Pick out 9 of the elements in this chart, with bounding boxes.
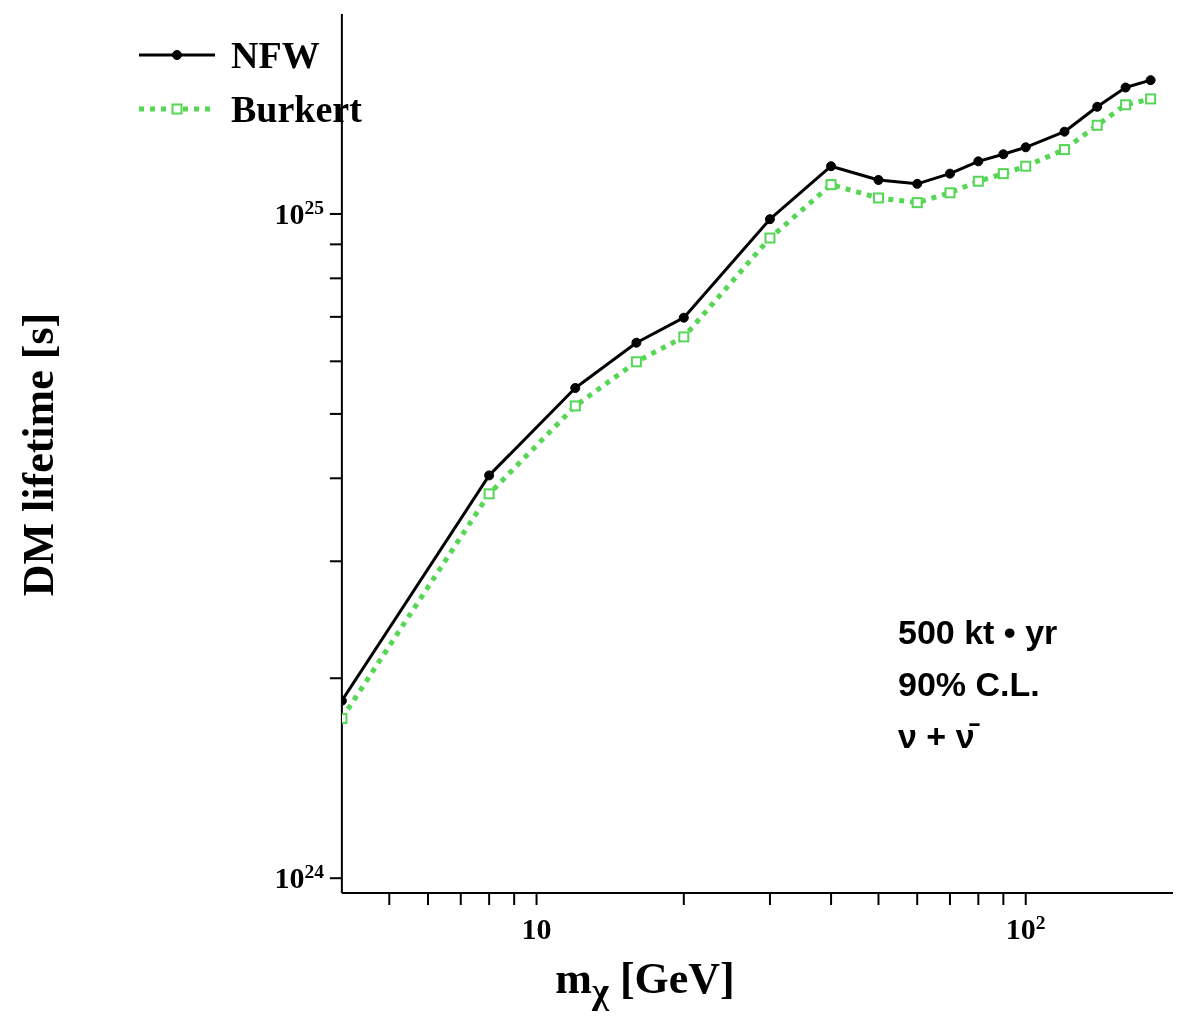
y-axis-title: DM lifetime [s] <box>12 311 64 598</box>
y-tick-label: 10$^{24}$ <box>274 860 325 895</box>
x-tick-label: 10 <box>521 912 552 945</box>
y-tick-label: 10$^{25}$ <box>274 196 325 230</box>
x-tick-label: 10$^{2}$ <box>1005 911 1046 945</box>
annotation: 90% C.L. <box>898 665 1040 704</box>
legend-label: NFW <box>231 33 320 77</box>
annotation: 500 kt • yr <box>898 613 1058 652</box>
x-axis-title: m$_{χ}$ [GeV] <box>554 953 736 1012</box>
